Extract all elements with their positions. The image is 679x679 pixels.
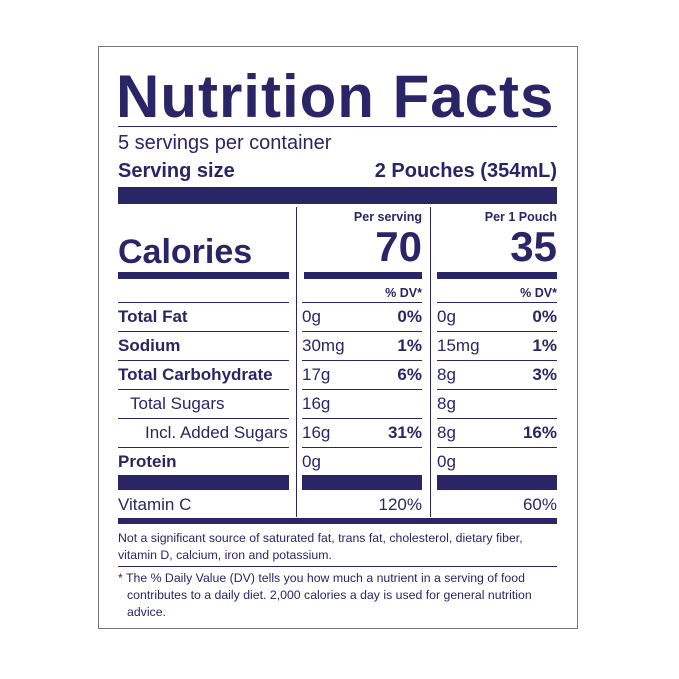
divider <box>302 331 422 332</box>
amount: 17g <box>302 365 331 384</box>
divider <box>437 302 557 303</box>
column-divider <box>296 207 297 517</box>
amount: 0g <box>437 307 456 326</box>
calories-value: 35 <box>510 223 557 270</box>
amount: 16g <box>302 394 331 413</box>
divider <box>302 302 422 303</box>
daily-value: 0% <box>532 307 557 326</box>
divider <box>437 389 557 390</box>
thick-bar <box>118 475 289 490</box>
column-heading: Per 1 Pouch <box>484 210 557 224</box>
label-border <box>98 46 578 629</box>
daily-value: 1% <box>397 336 422 355</box>
divider <box>437 418 557 419</box>
divider <box>118 447 289 448</box>
dv-header: % DV* <box>385 286 422 300</box>
column-heading: Per serving <box>353 210 422 224</box>
amount: 15mg <box>437 336 480 355</box>
amount: 16g <box>302 423 331 442</box>
divider <box>118 302 289 303</box>
nutrient-name: Total Sugars <box>130 394 225 413</box>
divider <box>302 447 422 448</box>
thick-bar <box>437 475 557 490</box>
divider <box>437 447 557 448</box>
amount: 30mg <box>302 336 345 355</box>
daily-value: 31% <box>387 423 422 442</box>
divider <box>118 566 557 567</box>
thick-bar <box>118 187 557 204</box>
serving-size-label: Serving size <box>118 160 235 182</box>
amount: 0g <box>437 452 456 471</box>
divider <box>302 360 422 361</box>
column-divider <box>430 207 431 517</box>
nutrient-name: Incl. Added Sugars <box>145 423 288 442</box>
divider <box>437 360 557 361</box>
nutrient-name: Sodium <box>118 336 181 355</box>
vitamin-name: Vitamin C <box>118 495 192 514</box>
serving-size-value: 2 Pouches (354mL) <box>374 160 557 182</box>
divider <box>118 126 557 127</box>
amount: 8g <box>437 423 456 442</box>
thick-bar <box>118 518 557 524</box>
vitamin-value: 60% <box>522 495 557 514</box>
divider <box>302 389 422 390</box>
amount: 0g <box>302 307 321 326</box>
daily-value: 3% <box>532 365 557 384</box>
title: Nutrition Facts <box>116 63 555 130</box>
amount: 8g <box>437 365 456 384</box>
daily-value: 0% <box>397 307 422 326</box>
servings: 5 servings per container <box>118 132 332 154</box>
amount: 8g <box>437 394 456 413</box>
nutrient-name: Total Carbohydrate <box>118 365 273 384</box>
daily-value: 1% <box>532 336 557 355</box>
divider <box>118 360 289 361</box>
divider <box>437 331 557 332</box>
divider <box>302 418 422 419</box>
thick-bar <box>304 272 422 279</box>
daily-value: 6% <box>397 365 422 384</box>
thick-bar <box>437 272 557 279</box>
dv-header: % DV* <box>520 286 557 300</box>
footnote: Not a significant source of saturated fa… <box>118 531 523 562</box>
daily-value: 16% <box>522 423 557 442</box>
nutrient-name: Total Fat <box>118 307 188 326</box>
divider <box>118 331 289 332</box>
thick-bar <box>118 272 289 279</box>
vitamin-value: 120% <box>378 495 422 514</box>
dv-note: * The % Daily Value (DV) tells you how m… <box>118 571 532 619</box>
calories-value: 70 <box>375 223 422 270</box>
thick-bar <box>302 475 422 490</box>
nutrient-name: Protein <box>118 452 177 471</box>
divider <box>118 389 289 390</box>
divider <box>118 418 289 419</box>
calories-label: Calories <box>118 233 253 271</box>
amount: 0g <box>302 452 321 471</box>
